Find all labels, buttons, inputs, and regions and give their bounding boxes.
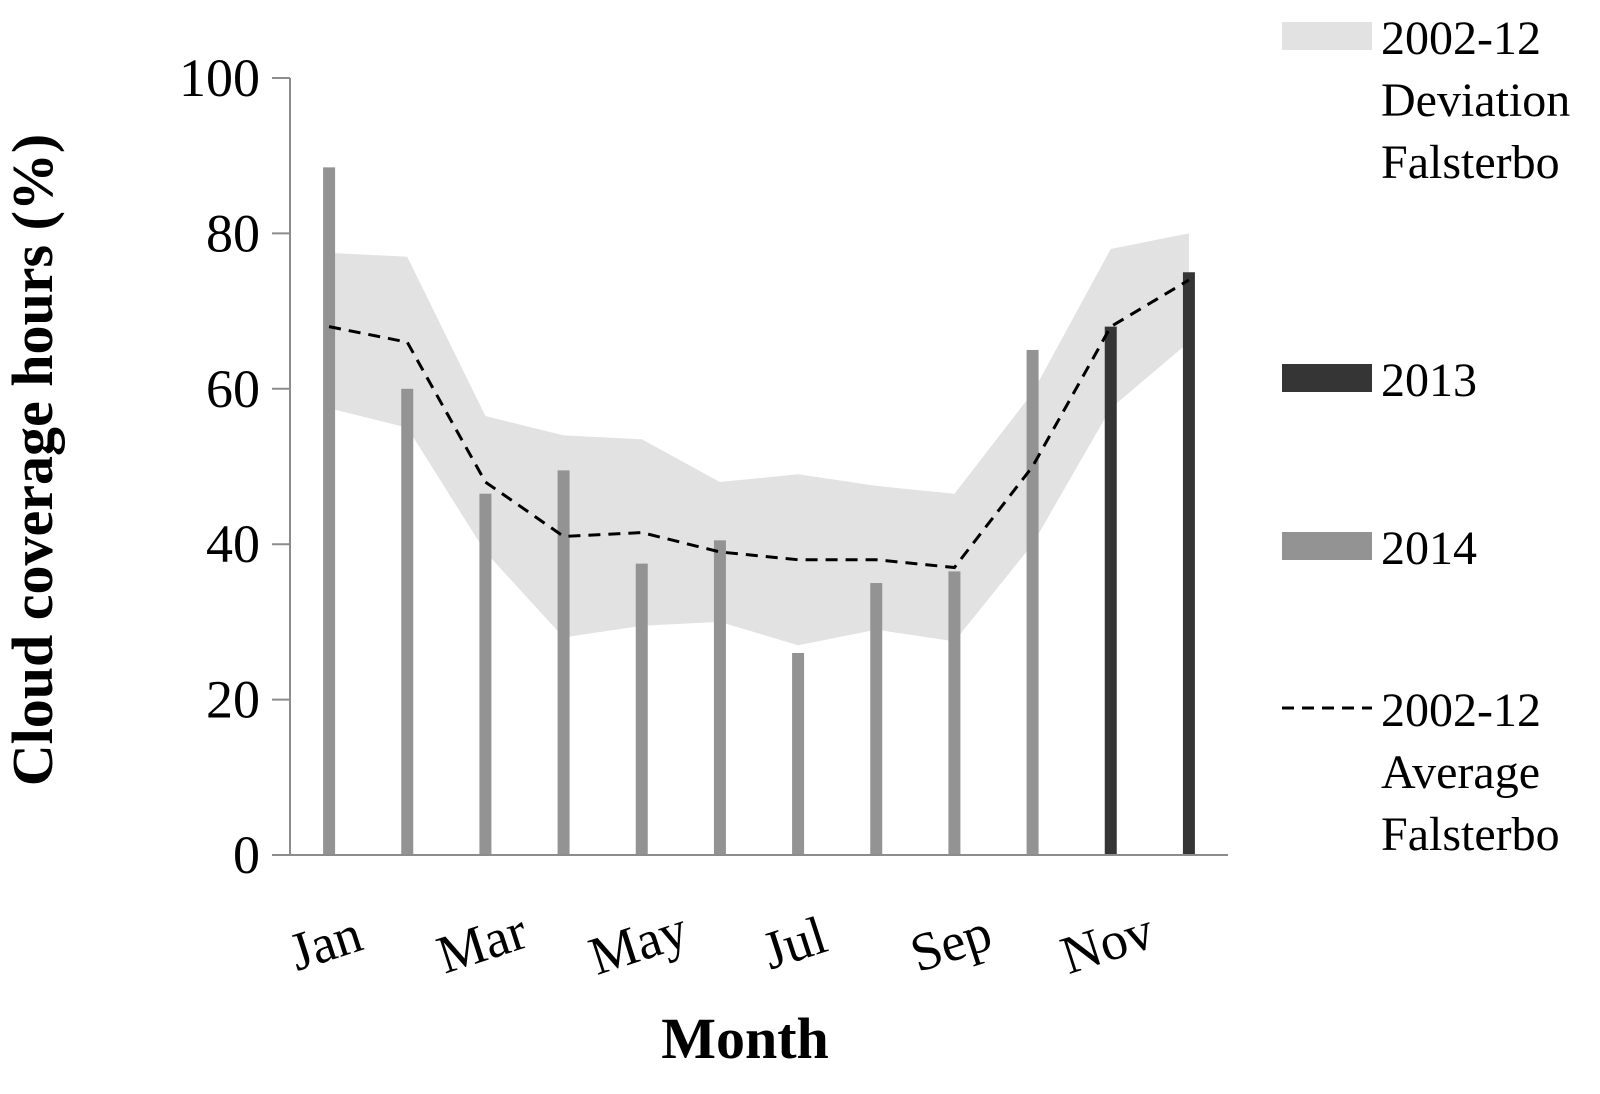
- legend-label: Deviation: [1381, 74, 1570, 127]
- bar-2014-jun: [713, 540, 726, 855]
- y-tick-label: 100: [179, 48, 260, 108]
- legend-label: 2013: [1381, 354, 1477, 407]
- y-tick-label: 20: [206, 670, 260, 730]
- bar-2014-feb: [401, 388, 414, 855]
- legend-label: Average: [1381, 746, 1540, 799]
- legend-label: Falsterbo: [1381, 808, 1560, 861]
- y-tick-label: 0: [233, 825, 260, 885]
- legend-label: 2014: [1381, 522, 1477, 575]
- y-axis-title: Cloud coverage hours (%): [0, 134, 65, 786]
- bar-2014-mar: [479, 493, 492, 855]
- bar-2014-jan: [323, 167, 336, 856]
- legend-label: Falsterbo: [1381, 136, 1560, 189]
- bar-2014-sep: [948, 571, 961, 855]
- x-tick-label: Mar: [430, 900, 534, 985]
- bar-2013-dec: [1182, 272, 1195, 855]
- plot-area: [323, 167, 1195, 856]
- bar-2014-oct: [1026, 349, 1039, 855]
- bar-2014-aug: [870, 583, 883, 855]
- deviation-band: [329, 233, 1189, 646]
- y-tick-label: 80: [206, 203, 260, 263]
- bar-2013-nov: [1104, 326, 1117, 855]
- y-tick-label: 40: [206, 514, 260, 574]
- legend-label: 2002-12: [1381, 12, 1541, 65]
- x-axis-title: Month: [661, 1006, 829, 1071]
- bar-2014-apr: [557, 470, 570, 855]
- bar-2014-may: [635, 563, 648, 855]
- y-tick-label: 60: [206, 359, 260, 419]
- x-tick-label: Jul: [755, 905, 833, 982]
- x-axis: Jan Mar May Jul Sep Nov: [272, 854, 1228, 987]
- bar-2014-jul: [792, 652, 805, 855]
- legend-label: 2002-12: [1381, 684, 1541, 737]
- legend-swatch-2014: [1282, 532, 1372, 560]
- x-tick-label: May: [582, 899, 695, 987]
- legend-swatch-deviation: [1282, 22, 1372, 50]
- average-line: [328, 278, 1190, 570]
- legend-swatch-2013: [1282, 364, 1372, 392]
- x-tick-label: Sep: [903, 902, 999, 984]
- x-tick-label: Nov: [1054, 900, 1161, 986]
- y-axis: 0 20 40 60 80 100: [179, 48, 291, 885]
- x-tick-label: Jan: [282, 903, 369, 982]
- legend: 2002-12 Deviation Falsterbo 2013 2014 2002-12…: [1282, 12, 1570, 861]
